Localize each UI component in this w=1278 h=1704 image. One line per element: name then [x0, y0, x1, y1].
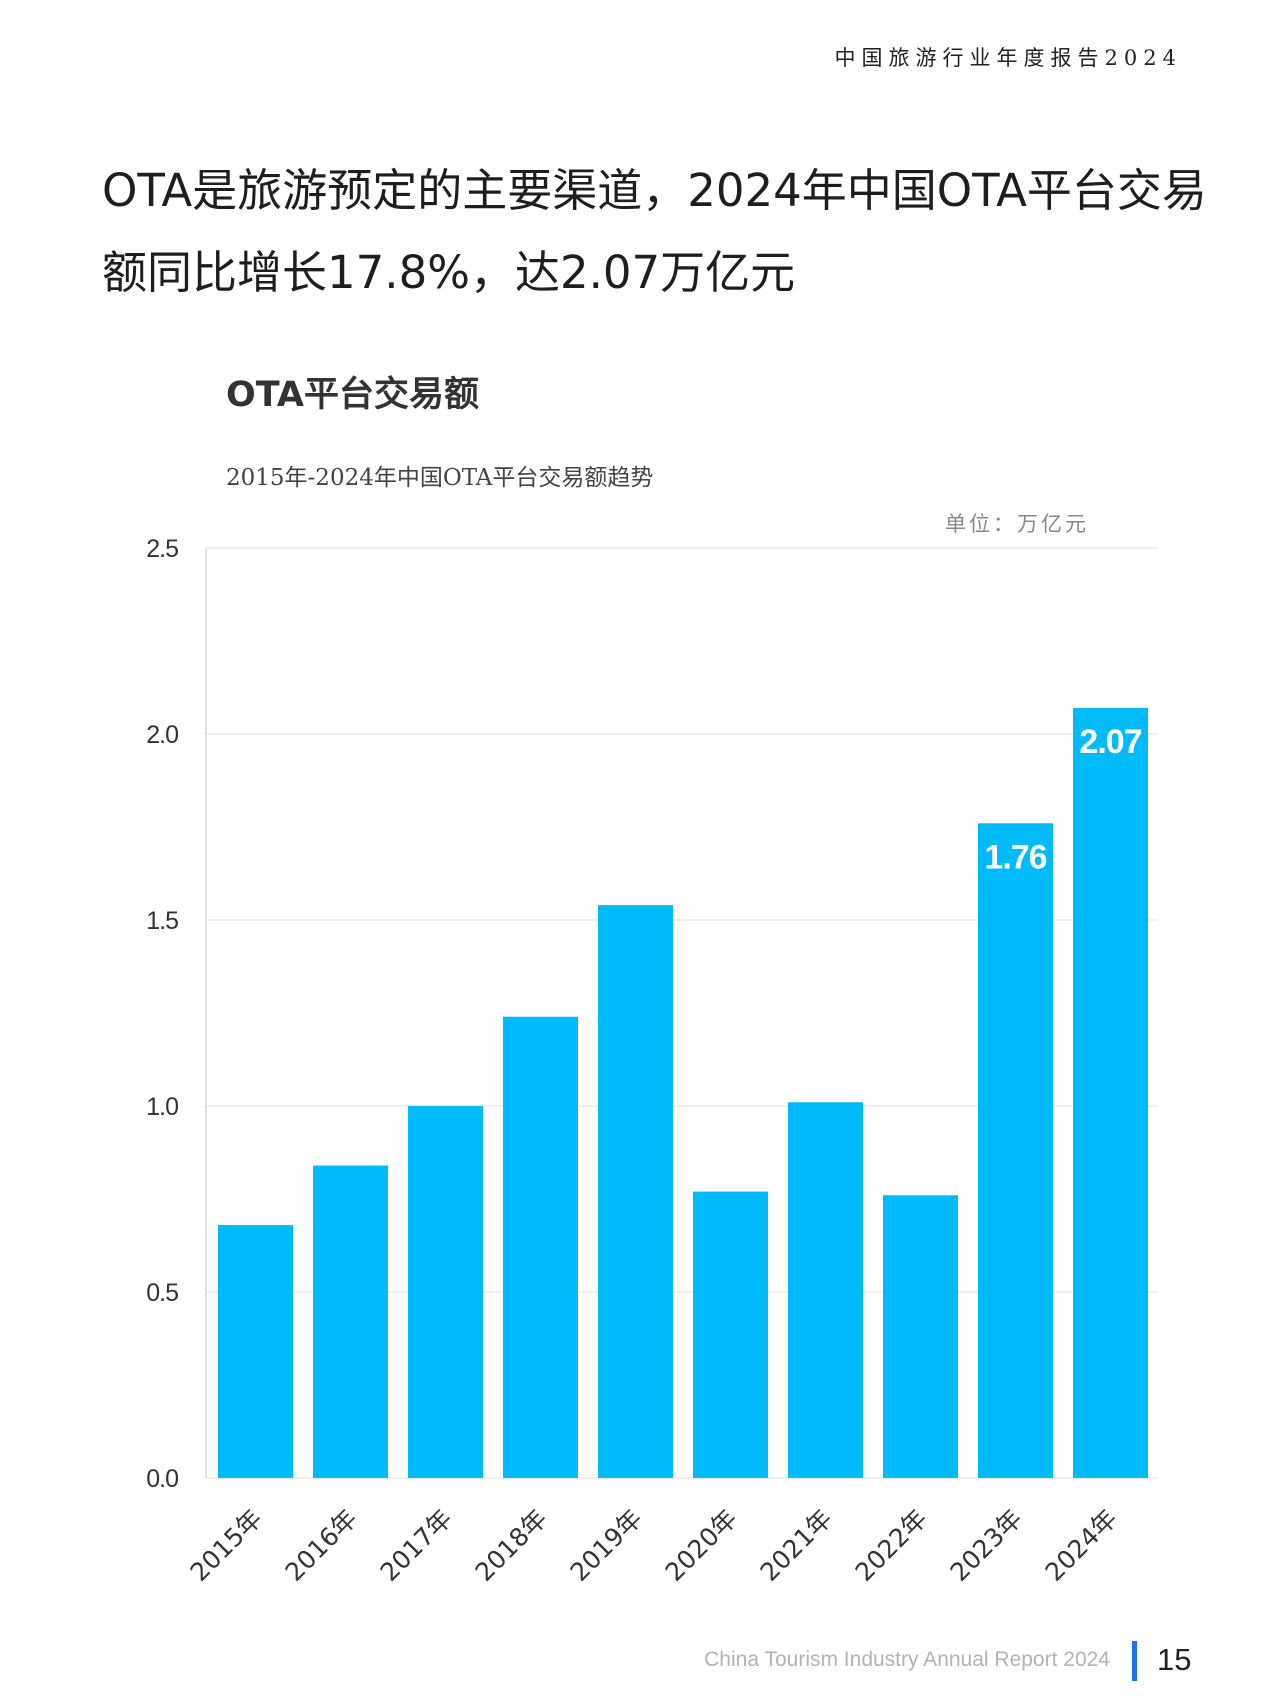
data-label: 2.07	[1079, 723, 1141, 761]
chart-subtitle: 2015年-2024年中国OTA平台交易额趋势	[226, 465, 654, 491]
chart-title: OTA平台交易额	[226, 375, 479, 415]
bar-2018	[503, 1016, 578, 1478]
y-tick-label: 0.0	[146, 1465, 178, 1493]
bar-2024	[1073, 707, 1148, 1478]
bars	[218, 707, 1148, 1478]
y-tick-label: 2.5	[146, 535, 178, 563]
x-tick-label: 2023年	[945, 1504, 1028, 1587]
x-tick-label: 2016年	[280, 1504, 363, 1587]
unit-label: 单位：万亿元	[945, 512, 1089, 536]
data-label: 1.76	[984, 838, 1046, 876]
x-tick-label: 2024年	[1040, 1504, 1123, 1587]
bar-2022	[883, 1195, 958, 1478]
bar-2023	[978, 823, 1053, 1478]
x-tick-label: 2015年	[185, 1504, 268, 1587]
bar-2017	[408, 1106, 483, 1478]
y-tick-labels: 0.0 0.5 1.0 1.5 2.0 2.5	[146, 535, 179, 1493]
bar-2020	[693, 1191, 768, 1478]
bar-chart: 0.00.51.01.52.02.5 1.762.07 2015年 2016年 20…	[146, 535, 1158, 1587]
bar-2015	[218, 1225, 293, 1478]
x-tick-label: 2022年	[850, 1504, 933, 1587]
bar-2019	[598, 905, 673, 1478]
footer-accent-bar	[1132, 1641, 1137, 1681]
x-tick-labels: 2015年 2016年 2017年 2018年 2019年 2020年 2021年 2022年…	[185, 1504, 1123, 1587]
x-tick-label: 2018年	[470, 1504, 553, 1587]
y-tick-label: 0.5	[146, 1279, 178, 1307]
x-tick-label: 2020年	[660, 1504, 743, 1587]
report-header: 中国旅游行业年度报告2024	[834, 46, 1182, 70]
x-tick-label: 2019年	[565, 1504, 648, 1587]
y-tick-label: 1.0	[146, 1093, 178, 1121]
y-tick-label: 1.5	[146, 907, 178, 935]
bar-2021	[788, 1102, 863, 1478]
x-tick-label: 2017年	[375, 1504, 458, 1587]
y-tick-label: 2.0	[146, 721, 178, 749]
x-tick-label: 2021年	[755, 1504, 838, 1587]
page-number: 15	[1157, 1642, 1192, 1677]
data-labels: 1.76 2.07	[984, 723, 1142, 876]
bar-2016	[313, 1165, 388, 1478]
page-headline: OTA是旅游预定的主要渠道，2024年中国OTA平台交易额同比增长17.8%，达…	[102, 164, 1207, 299]
footer-report-name: China Tourism Industry Annual Report 202…	[704, 1648, 1110, 1671]
